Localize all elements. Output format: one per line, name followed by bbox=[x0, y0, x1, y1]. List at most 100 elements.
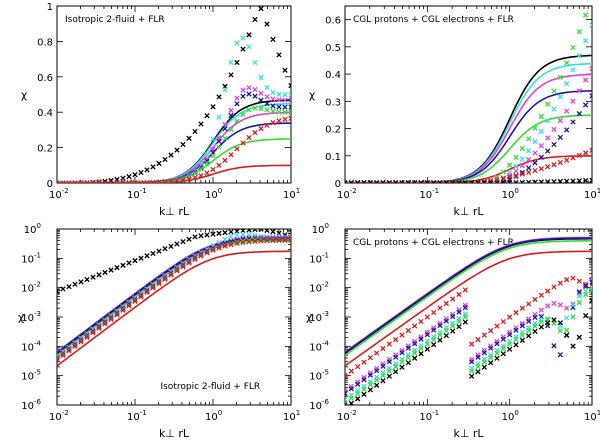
marker-point bbox=[204, 113, 210, 119]
y-tick-label: 10-6 bbox=[309, 398, 329, 412]
marker-point bbox=[282, 237, 288, 243]
marker-point bbox=[222, 229, 228, 236]
marker-point bbox=[198, 253, 204, 259]
marker-point bbox=[288, 109, 291, 116]
marker-point bbox=[246, 44, 252, 50]
marker-point bbox=[399, 364, 405, 370]
marker-point bbox=[564, 327, 570, 333]
marker-point bbox=[132, 172, 138, 178]
y-tick-label: 0.6 bbox=[37, 73, 53, 84]
marker-point bbox=[545, 101, 551, 107]
marker-point bbox=[526, 179, 532, 183]
marker-point bbox=[583, 291, 589, 298]
marker-point bbox=[462, 304, 468, 311]
curve-cyan bbox=[345, 237, 592, 353]
marker-point bbox=[72, 342, 78, 348]
marker-point bbox=[234, 239, 240, 245]
marker-point bbox=[519, 171, 525, 177]
marker-point bbox=[120, 307, 126, 313]
marker-point bbox=[222, 135, 228, 141]
marker-point bbox=[264, 238, 270, 244]
marker-point bbox=[156, 280, 162, 287]
marker-point bbox=[443, 332, 449, 339]
marker-point bbox=[174, 147, 180, 153]
markers-green bbox=[345, 287, 592, 405]
marker-point bbox=[216, 162, 222, 168]
marker-point bbox=[399, 350, 405, 356]
marker-point bbox=[348, 180, 354, 183]
marker-point bbox=[348, 400, 354, 405]
marker-point bbox=[192, 128, 198, 135]
marker-point bbox=[210, 247, 216, 253]
marker-point bbox=[576, 293, 582, 299]
marker-point bbox=[228, 241, 234, 248]
markers-red bbox=[57, 237, 291, 363]
marker-point bbox=[564, 332, 570, 338]
marker-point bbox=[96, 272, 102, 278]
marker-point bbox=[526, 318, 532, 325]
x-axis-label: k⊥ rL bbox=[159, 205, 190, 218]
marker-point bbox=[162, 179, 168, 183]
y-tick-label: 0.2 bbox=[325, 125, 341, 136]
marker-point bbox=[90, 274, 96, 280]
marker-point bbox=[120, 306, 126, 312]
marker-point bbox=[276, 104, 282, 110]
marker-point bbox=[264, 236, 270, 242]
marker-point bbox=[494, 180, 500, 183]
marker-point bbox=[513, 172, 519, 179]
marker-point bbox=[374, 180, 380, 183]
marker-point bbox=[108, 267, 114, 273]
marker-point bbox=[481, 350, 487, 356]
marker-point bbox=[564, 178, 570, 183]
marker-point bbox=[551, 317, 557, 323]
marker-point bbox=[252, 16, 258, 23]
marker-point bbox=[545, 164, 551, 170]
marker-point bbox=[589, 279, 592, 285]
marker-point bbox=[282, 97, 288, 103]
marker-point bbox=[494, 323, 500, 329]
marker-point bbox=[513, 336, 519, 343]
marker-point bbox=[66, 180, 72, 183]
marker-point bbox=[345, 402, 348, 405]
marker-point bbox=[424, 332, 430, 338]
marker-point bbox=[557, 159, 563, 166]
marker-point bbox=[469, 373, 475, 379]
marker-point bbox=[583, 102, 589, 108]
marker-point bbox=[570, 178, 576, 183]
marker-point bbox=[380, 378, 386, 384]
marker-point bbox=[228, 107, 234, 114]
markers-cyan bbox=[345, 22, 592, 183]
marker-point bbox=[270, 36, 276, 43]
marker-point bbox=[576, 334, 582, 340]
marker-point bbox=[60, 352, 66, 359]
marker-point bbox=[186, 176, 192, 182]
marker-point bbox=[456, 291, 462, 298]
marker-point bbox=[234, 240, 240, 247]
marker-point bbox=[282, 109, 288, 115]
markers-magenta bbox=[345, 65, 592, 183]
panel-br: 10-2 10-1 100 101 10-6 10-5 10-4 10-3 10-2 10-1 10… bbox=[306, 222, 600, 440]
marker-point bbox=[507, 332, 513, 338]
marker-point bbox=[412, 180, 418, 183]
marker-point bbox=[386, 368, 392, 374]
marker-point bbox=[150, 250, 156, 257]
marker-point bbox=[234, 59, 240, 66]
marker-point bbox=[156, 248, 162, 254]
marker-point bbox=[538, 166, 544, 172]
marker-point bbox=[532, 125, 538, 131]
marker-point bbox=[264, 21, 270, 27]
y-tick-label: 100 bbox=[24, 222, 41, 236]
marker-point bbox=[545, 148, 551, 154]
curve-blue bbox=[57, 122, 291, 183]
x-tick-label: 100 bbox=[502, 409, 519, 423]
x-tick-label: 10-1 bbox=[127, 187, 147, 201]
marker-point bbox=[564, 60, 570, 66]
marker-point bbox=[192, 170, 198, 177]
marker-point bbox=[519, 156, 525, 162]
marker-point bbox=[361, 180, 367, 183]
marker-point bbox=[258, 97, 264, 103]
marker-point bbox=[60, 351, 66, 357]
marker-point bbox=[222, 87, 228, 93]
marker-point bbox=[526, 165, 532, 171]
marker-point bbox=[228, 152, 234, 158]
